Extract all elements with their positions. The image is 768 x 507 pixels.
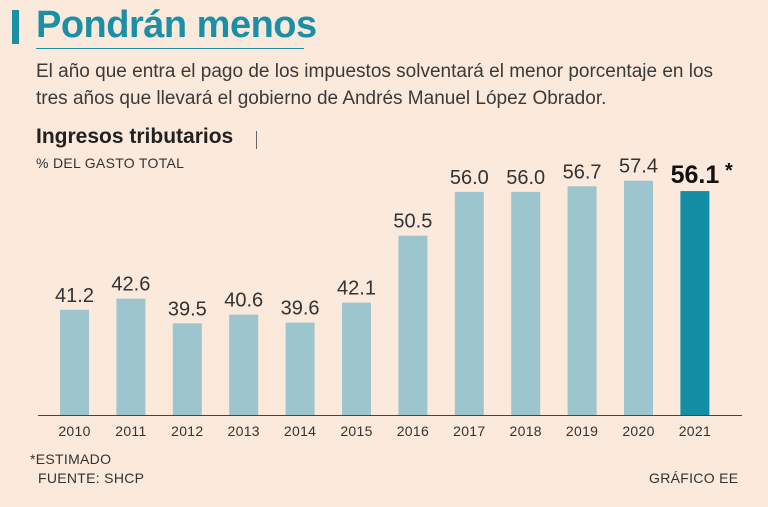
chart-title-divider <box>256 131 257 149</box>
x-tick-2020: 2020 <box>622 423 654 439</box>
value-label-2014: 39.6 <box>281 298 320 320</box>
x-tick-2014: 2014 <box>284 423 316 439</box>
x-tick-2021: 2021 <box>679 423 711 439</box>
x-tick-2012: 2012 <box>171 423 203 439</box>
bar-2017 <box>454 191 484 415</box>
x-tick-2013: 2013 <box>228 423 260 439</box>
bar-2010 <box>60 309 89 415</box>
x-tick-2015: 2015 <box>340 423 372 439</box>
headline-accent-bar <box>12 10 19 44</box>
bar-2012 <box>172 323 202 415</box>
bar-2013 <box>229 314 259 415</box>
value-label-2016: 50.5 <box>393 211 432 233</box>
bar-2020 <box>624 180 653 415</box>
headline-rule <box>36 48 304 49</box>
estimate-asterisk: * <box>725 160 733 182</box>
headline: Pondrán menos <box>36 4 317 46</box>
source-note: FUENTE: SHCP <box>38 470 145 486</box>
bar-2018 <box>511 191 541 415</box>
value-label-2021: 56.1 <box>671 161 720 189</box>
value-label-2020: 57.4 <box>619 156 658 178</box>
bar-2014 <box>285 322 315 415</box>
value-label-2013: 40.6 <box>224 290 263 312</box>
bar-2015 <box>342 302 371 415</box>
x-tick-2010: 2010 <box>58 423 90 439</box>
x-tick-2017: 2017 <box>453 423 485 439</box>
value-label-2017: 56.0 <box>450 167 489 189</box>
value-label-2010: 41.2 <box>55 285 94 307</box>
chart-subtitle: % DEL GASTO TOTAL <box>36 155 185 171</box>
bar-2016 <box>398 235 428 415</box>
value-label-2019: 56.7 <box>563 161 602 183</box>
value-label-2011: 42.6 <box>111 274 150 296</box>
value-label-2018: 56.0 <box>506 167 545 189</box>
footnote-estimado: *ESTIMADO <box>30 451 112 467</box>
x-tick-2016: 2016 <box>397 423 429 439</box>
x-tick-2019: 2019 <box>566 423 598 439</box>
value-label-2015: 42.1 <box>337 278 376 300</box>
bar-2019 <box>567 186 597 415</box>
bar-2011 <box>116 298 146 415</box>
bar-2021 <box>680 191 710 415</box>
intro-text: El año que entra el pago de los impuesto… <box>36 61 714 109</box>
x-tick-2018: 2018 <box>510 423 542 439</box>
value-label-2012: 39.5 <box>168 298 207 320</box>
graphic-credit: GRÁFICO EE <box>649 470 739 486</box>
chart-title: Ingresos tributarios <box>36 125 234 148</box>
x-tick-2011: 2011 <box>115 423 146 439</box>
